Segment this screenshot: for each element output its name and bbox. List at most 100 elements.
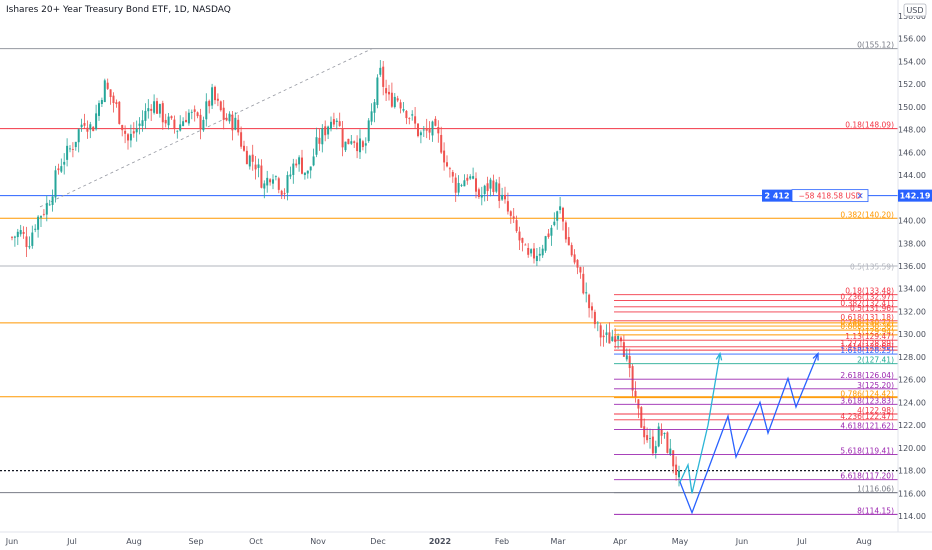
candle-body-192	[567, 237, 570, 246]
candle-body-197	[582, 273, 585, 294]
candle-body-179	[530, 249, 533, 254]
candle-body-182	[538, 253, 541, 256]
candle-body-128	[382, 66, 385, 87]
candle-body-19	[66, 145, 69, 160]
candle-body-200	[591, 306, 593, 311]
candle-body-145	[431, 121, 434, 136]
candle-body-125	[373, 102, 376, 113]
candle-body-56	[173, 119, 176, 129]
candle-body-77	[234, 117, 237, 130]
candle-body-220	[649, 437, 651, 439]
position-quantity-bg[interactable]	[762, 189, 792, 202]
candle-body-84	[254, 164, 257, 170]
candle-body-12	[45, 203, 48, 215]
candle-body-4	[22, 231, 25, 234]
candle-body-2	[16, 231, 19, 238]
candle-body-170	[504, 194, 506, 200]
time-axis[interactable]: Jun Jul Aug Sep Oct Nov Dec 2022 Feb Mar Apr May Jun…	[5, 537, 872, 546]
candle-body-144	[428, 128, 431, 133]
candle-body-43	[135, 128, 138, 133]
candle-body-47	[147, 108, 150, 112]
candle-body-33	[106, 82, 109, 89]
candle-body-126	[376, 77, 379, 105]
candle-body-164	[486, 183, 489, 192]
candle-body-203	[599, 325, 602, 338]
candle-body-141	[419, 132, 422, 136]
last-price-label: 142.19	[900, 192, 931, 201]
candle-body-1	[13, 236, 16, 238]
candle-body-3	[19, 230, 22, 235]
candle-body-79	[240, 132, 243, 147]
fib-label-17: 2.618(126.04)	[840, 371, 894, 380]
candle-body-181	[535, 255, 538, 262]
candle-body-68	[208, 100, 211, 107]
candle-body-25	[83, 123, 86, 126]
candle-body-86	[260, 165, 263, 188]
candle-body-155	[460, 184, 463, 186]
currency-badge[interactable]: USD	[903, 3, 927, 17]
candle-body-142	[422, 129, 425, 131]
candle-body-163	[483, 185, 486, 194]
candle-body-34	[109, 89, 112, 98]
x-tick-0: Jun	[5, 537, 19, 546]
candle-body-85	[257, 164, 260, 168]
candle-body-146	[434, 118, 437, 126]
candle-body-101	[303, 172, 306, 175]
candle-body-191	[564, 222, 567, 240]
candle-body-14	[51, 196, 54, 205]
candle-body-13	[48, 204, 51, 206]
y-tick-0: 114.00	[898, 512, 926, 521]
fib-label-22: 4.236(122.47)	[840, 412, 894, 421]
candle-body-65	[199, 114, 202, 130]
candle-body-9	[37, 216, 40, 230]
candle-body-83	[251, 154, 254, 162]
position-widget[interactable]: 2 412 −58 418.58 USD × 142.19	[762, 189, 932, 203]
y-tick-15: 144.00	[898, 171, 926, 180]
projection-cyan-path-arrowhead	[715, 351, 723, 361]
fib-label-0: 0(155.12)	[857, 41, 894, 50]
candle-body-151	[448, 168, 451, 170]
candle-body-207	[611, 336, 614, 342]
candle-body-122	[364, 143, 367, 146]
candle-body-176	[521, 237, 524, 243]
horizontal-levels	[0, 48, 898, 494]
candle-body-205	[605, 332, 608, 335]
candle-body-45	[141, 120, 144, 127]
candle-body-213	[628, 356, 631, 369]
candle-body-59	[182, 121, 185, 126]
position-pnl-bg[interactable]	[791, 189, 869, 203]
candle-body-195	[576, 259, 579, 268]
candle-body-121	[361, 141, 364, 148]
last-price-badge	[898, 189, 932, 202]
candle-body-209	[617, 335, 620, 340]
fib-label-23: 4.618(121.62)	[840, 421, 894, 430]
y-tick-4: 122.00	[898, 421, 926, 430]
y-tick-13: 140.00	[898, 217, 926, 226]
x-tick-8: Feb	[495, 537, 509, 546]
candle-body-57	[176, 130, 179, 132]
x-tick-2: Aug	[126, 537, 142, 546]
position-pnl: −58 418.58 USD	[799, 192, 862, 201]
candle-body-36	[115, 102, 118, 105]
y-tick-21: 156.00	[898, 35, 926, 44]
position-close-icon[interactable]: ×	[856, 192, 864, 202]
fib-label-14: 1.414(128.60)	[840, 342, 894, 351]
price-axis[interactable]: 114.00 116.00 118.00 120.00 122.00 124.00 126.…	[898, 12, 926, 521]
candle-body-186	[550, 227, 553, 236]
candle-body-16	[57, 168, 60, 171]
candle-body-30	[98, 103, 100, 116]
candle-body-194	[573, 254, 576, 263]
candle-body-48	[150, 108, 153, 111]
y-tick-20: 154.00	[898, 57, 926, 66]
candle-body-193	[570, 245, 573, 256]
candle-body-6	[28, 246, 31, 248]
candle-body-217	[640, 407, 643, 428]
candle-body-229	[675, 464, 678, 476]
candle-body-105	[315, 137, 318, 155]
candle-body-113	[338, 121, 341, 126]
price-axis-bg[interactable]	[898, 0, 932, 550]
candle-body-130	[388, 91, 390, 95]
x-tick-1: Jul	[66, 537, 77, 546]
